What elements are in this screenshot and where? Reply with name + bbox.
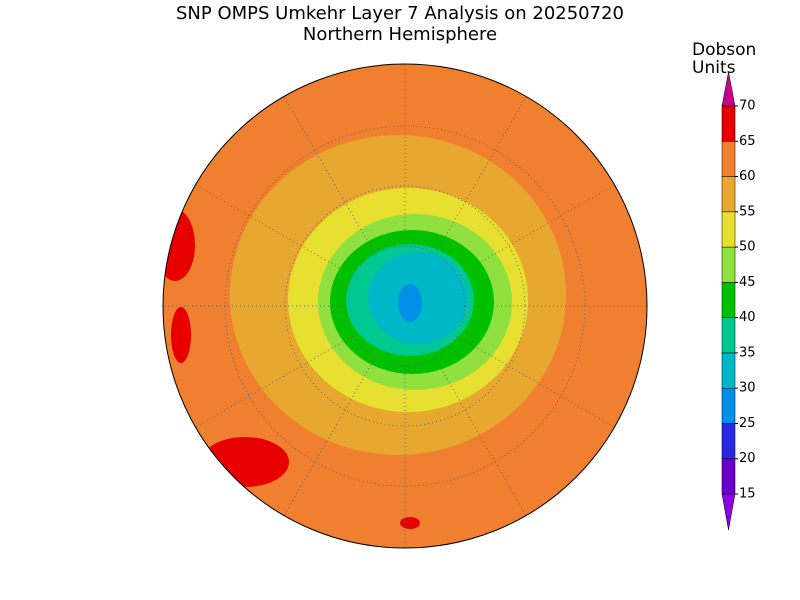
subtitle: Northern Hemisphere	[303, 24, 497, 45]
colorbar-segment	[721, 141, 736, 177]
contour-high	[400, 517, 420, 529]
colorbar-label: 50	[739, 240, 756, 255]
colorbar-segment	[721, 282, 736, 318]
map-border	[162, 63, 648, 549]
colorbar-segment	[721, 458, 736, 495]
contour-high	[201, 437, 289, 487]
colorbar-label: 60	[739, 169, 756, 184]
map	[162, 63, 648, 549]
colorbar-segment	[721, 423, 736, 459]
contour-high	[171, 307, 191, 363]
colorbar-segment	[721, 352, 736, 389]
colorbar-segment	[721, 317, 736, 354]
colorbar-title: Units	[692, 58, 736, 78]
colorbar-segment	[721, 387, 736, 424]
colorbar-label: 55	[739, 204, 756, 219]
contour-low	[398, 284, 422, 322]
colorbar-segment	[721, 246, 736, 283]
colorbar-title: Dobson	[692, 40, 756, 60]
colorbar-segment	[721, 105, 736, 142]
colorbar-over	[721, 71, 736, 107]
colorbar-label: 30	[739, 381, 756, 396]
title: SNP OMPS Umkehr Layer 7 Analysis on 2025…	[176, 3, 624, 24]
colorbar-segment	[721, 176, 736, 213]
colorbar-label: 70	[739, 99, 756, 114]
colorbar-label: 20	[739, 451, 756, 466]
colorbar-under	[721, 493, 736, 531]
colorbar-segment	[721, 211, 736, 248]
colorbar-label: 45	[739, 275, 756, 290]
colorbar-label: 35	[739, 345, 756, 360]
colorbar-label: 40	[739, 310, 756, 325]
colorbar-label: 15	[739, 487, 756, 502]
colorbar-label: 25	[739, 416, 756, 431]
colorbar-label: 65	[739, 134, 756, 149]
contour-high	[163, 209, 195, 281]
